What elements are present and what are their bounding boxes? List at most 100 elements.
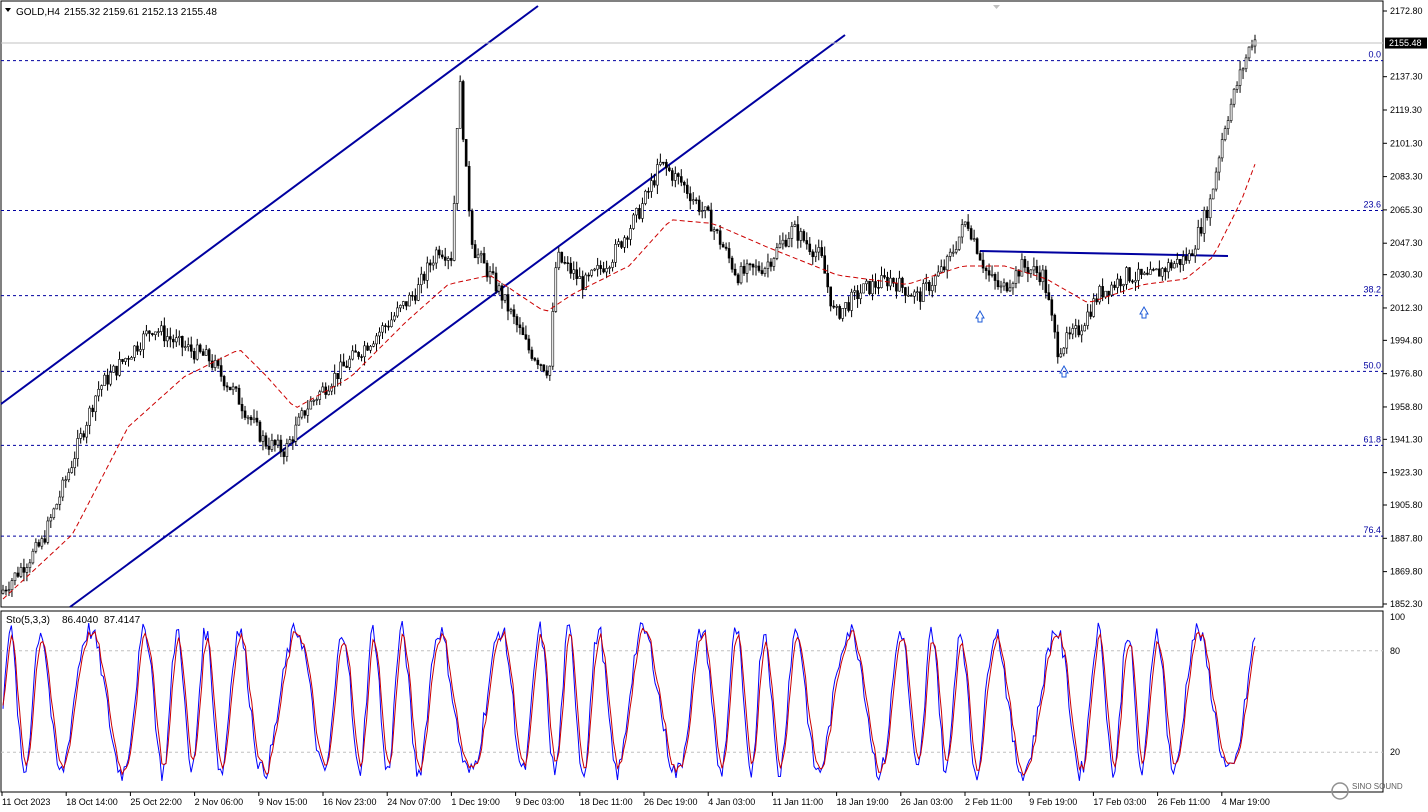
candle bbox=[1199, 218, 1203, 237]
candle bbox=[321, 382, 325, 393]
candle bbox=[563, 256, 567, 265]
candle bbox=[1101, 278, 1104, 302]
candle bbox=[440, 250, 444, 260]
up-arrow-icon bbox=[1139, 305, 1149, 319]
candle bbox=[366, 342, 369, 351]
candle bbox=[1056, 324, 1060, 364]
candle bbox=[650, 173, 653, 198]
candle bbox=[960, 219, 964, 244]
candle bbox=[817, 239, 821, 261]
candle bbox=[411, 291, 414, 301]
candle bbox=[766, 253, 770, 278]
candle bbox=[1170, 259, 1173, 271]
candle bbox=[219, 357, 223, 382]
candle bbox=[1119, 275, 1122, 293]
candle bbox=[163, 317, 166, 347]
candle bbox=[939, 259, 943, 274]
candle bbox=[835, 304, 838, 316]
candle bbox=[542, 364, 546, 373]
candle bbox=[476, 248, 480, 265]
price-tick-label: 2119.30 bbox=[1390, 105, 1422, 115]
candle bbox=[1211, 188, 1215, 200]
candle bbox=[1152, 267, 1155, 272]
candle bbox=[458, 75, 462, 129]
candle bbox=[787, 232, 791, 248]
candle bbox=[724, 242, 728, 251]
candle bbox=[925, 273, 928, 291]
candle bbox=[437, 245, 441, 259]
candle bbox=[488, 266, 492, 285]
candle bbox=[1205, 206, 1209, 221]
candle bbox=[61, 477, 65, 502]
candle bbox=[853, 285, 856, 300]
candle bbox=[751, 263, 755, 276]
svg-text:2155.48: 2155.48 bbox=[1389, 38, 1422, 48]
candle bbox=[575, 261, 579, 286]
candle bbox=[312, 398, 316, 406]
stochastic-name: Sto(5,3,3) bbox=[6, 615, 50, 626]
dropdown-triangle-icon[interactable] bbox=[5, 8, 11, 12]
time-tick-label: 2 Feb 11:00 bbox=[965, 797, 1012, 807]
candle bbox=[712, 226, 716, 240]
candle bbox=[1131, 279, 1134, 284]
candle bbox=[832, 300, 835, 309]
candle bbox=[975, 237, 979, 255]
candle bbox=[103, 372, 106, 386]
candle bbox=[883, 268, 886, 280]
shift-marker-icon[interactable] bbox=[993, 5, 1000, 9]
candle bbox=[518, 317, 522, 335]
candle bbox=[512, 304, 516, 325]
candle bbox=[1173, 260, 1176, 269]
candlesticks bbox=[1, 34, 1257, 597]
candle bbox=[1074, 318, 1078, 338]
candle bbox=[677, 172, 680, 185]
candle bbox=[611, 259, 614, 272]
candle bbox=[10, 578, 14, 597]
candle bbox=[255, 410, 259, 426]
candle bbox=[225, 382, 229, 392]
candle bbox=[1032, 257, 1036, 276]
candle bbox=[641, 197, 644, 223]
candle bbox=[1062, 347, 1066, 357]
candle bbox=[796, 216, 800, 249]
candle bbox=[1149, 261, 1152, 275]
candle bbox=[829, 286, 832, 312]
time-tick-label: 9 Nov 15:00 bbox=[259, 797, 308, 807]
candle bbox=[999, 280, 1003, 294]
time-tick-label: 17 Feb 03:00 bbox=[1093, 797, 1146, 807]
candle bbox=[222, 374, 226, 391]
candle bbox=[1235, 81, 1239, 93]
candle bbox=[297, 413, 301, 426]
candle bbox=[919, 287, 922, 310]
candle bbox=[742, 259, 746, 276]
channel-upper-line[interactable] bbox=[0, 5, 539, 405]
candle bbox=[228, 386, 232, 391]
candle bbox=[240, 397, 244, 419]
candle bbox=[1086, 303, 1089, 330]
channel-lower-line[interactable] bbox=[69, 34, 846, 608]
candle bbox=[13, 572, 17, 586]
candle bbox=[22, 558, 26, 582]
candle bbox=[966, 214, 970, 232]
candle bbox=[497, 282, 501, 295]
candle bbox=[417, 277, 420, 302]
candle bbox=[285, 438, 289, 462]
candle bbox=[599, 260, 602, 275]
candle bbox=[691, 192, 695, 205]
time-tick-label: 9 Feb 19:00 bbox=[1029, 797, 1077, 807]
candle bbox=[838, 304, 841, 320]
candle bbox=[823, 246, 827, 274]
candle bbox=[408, 292, 411, 307]
candle bbox=[987, 263, 991, 282]
candle bbox=[945, 254, 949, 279]
candle bbox=[1208, 194, 1212, 226]
candle bbox=[605, 260, 608, 279]
candle bbox=[781, 232, 785, 250]
candle bbox=[993, 272, 997, 290]
price-tick-label: 2083.30 bbox=[1390, 172, 1423, 182]
candle bbox=[369, 344, 372, 354]
candle bbox=[632, 212, 635, 230]
candle bbox=[402, 300, 405, 310]
candle bbox=[19, 562, 23, 579]
